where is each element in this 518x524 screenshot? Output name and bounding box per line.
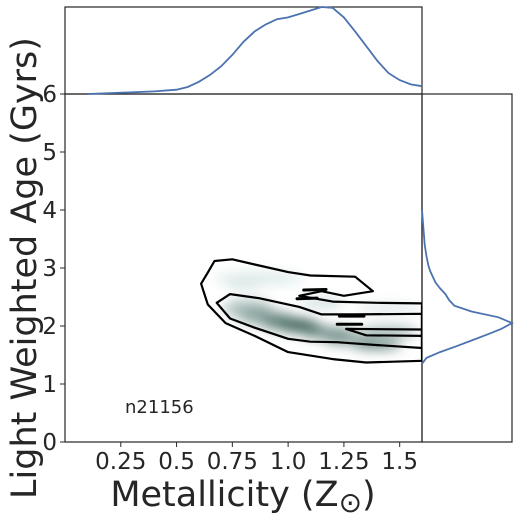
x-axis-label: Metallicity (Z⊙) bbox=[110, 475, 375, 519]
y-tick-label: 0 bbox=[42, 430, 57, 456]
x-axis-label-text: Metallicity (Z bbox=[110, 475, 338, 515]
y-tick-label: 3 bbox=[42, 256, 57, 282]
marginal-layer bbox=[87, 6, 515, 365]
density-blob bbox=[214, 271, 304, 286]
x-tick-label: 0.75 bbox=[207, 449, 258, 475]
y-tick-label: 1 bbox=[42, 372, 57, 398]
contour-small bbox=[295, 296, 319, 301]
contour-small bbox=[302, 287, 328, 292]
x-tick-label: 1.25 bbox=[318, 449, 369, 475]
x-tick-label: 1.5 bbox=[381, 449, 418, 475]
contour-outer bbox=[200, 258, 422, 364]
y-tick-label: 4 bbox=[42, 198, 57, 224]
main-plot-frame bbox=[64, 93, 423, 443]
y-tick-label: 5 bbox=[42, 140, 57, 166]
x-tick-label: 0.25 bbox=[95, 449, 146, 475]
y-tick-label: 2 bbox=[42, 314, 57, 340]
density-blob bbox=[301, 327, 356, 339]
x-axis-label-symbol: ⊙ bbox=[339, 486, 362, 519]
density-blob bbox=[355, 305, 422, 313]
marginal-x-line bbox=[87, 6, 423, 95]
right-marginal-frame bbox=[421, 93, 513, 443]
contour-layer bbox=[200, 258, 422, 364]
x-tick-label: 1.0 bbox=[270, 449, 307, 475]
annotation-label: n21156 bbox=[125, 397, 194, 418]
density-blob bbox=[225, 281, 262, 289]
density-blob bbox=[299, 298, 344, 308]
y-axis-label: Light Weighted Age (Gyrs) bbox=[5, 37, 45, 499]
density-layer bbox=[214, 271, 422, 350]
contour-inner bbox=[345, 327, 422, 337]
marginal-y-line bbox=[421, 209, 515, 365]
x-axis-label-close: ) bbox=[362, 475, 376, 515]
contour-middle bbox=[215, 293, 422, 350]
y-tick-label: 6 bbox=[42, 82, 57, 108]
axis-layer: 0.25 0.5 0.75 1.0 1.25 1.5 0 1 2 3 4 5 6 bbox=[42, 82, 418, 475]
x-tick-label: 0.5 bbox=[158, 449, 195, 475]
